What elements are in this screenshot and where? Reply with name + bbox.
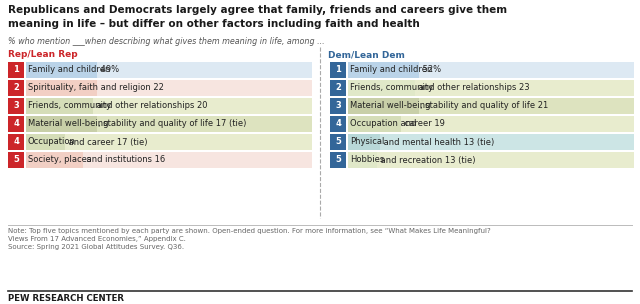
FancyBboxPatch shape [97, 62, 312, 78]
Text: 4: 4 [335, 119, 341, 129]
FancyBboxPatch shape [93, 98, 312, 114]
Text: Rep/Lean Rep: Rep/Lean Rep [8, 50, 77, 59]
FancyBboxPatch shape [8, 80, 24, 96]
Text: and recreation 13 (tie): and recreation 13 (tie) [378, 156, 475, 164]
FancyBboxPatch shape [419, 62, 634, 78]
FancyBboxPatch shape [8, 62, 24, 78]
FancyBboxPatch shape [330, 116, 346, 132]
Text: 5: 5 [13, 156, 19, 164]
Text: career 19: career 19 [402, 119, 445, 129]
FancyBboxPatch shape [8, 134, 24, 150]
Text: and mental health 13 (tie): and mental health 13 (tie) [381, 137, 494, 147]
Text: 2: 2 [335, 84, 341, 92]
FancyBboxPatch shape [348, 80, 415, 96]
Text: and institutions 16: and institutions 16 [83, 156, 164, 164]
FancyBboxPatch shape [26, 62, 97, 78]
FancyBboxPatch shape [8, 98, 24, 114]
Text: Note: Top five topics mentioned by each party are shown. Open-ended question. Fo: Note: Top five topics mentioned by each … [8, 228, 491, 250]
Text: 5: 5 [335, 137, 341, 147]
Text: 52%: 52% [419, 65, 440, 74]
Text: Material well-being: Material well-being [28, 119, 109, 129]
FancyBboxPatch shape [8, 152, 24, 168]
Text: 5: 5 [335, 156, 341, 164]
FancyBboxPatch shape [376, 152, 634, 168]
FancyBboxPatch shape [330, 62, 346, 78]
Text: 49%: 49% [97, 65, 118, 74]
Text: Friends, community: Friends, community [28, 102, 111, 110]
Text: and other relationships 23: and other relationships 23 [416, 84, 530, 92]
FancyBboxPatch shape [26, 80, 97, 96]
Text: Occupation and: Occupation and [350, 119, 417, 129]
Text: Hobbies: Hobbies [350, 156, 384, 164]
FancyBboxPatch shape [330, 80, 346, 96]
FancyBboxPatch shape [348, 116, 401, 132]
Text: 3: 3 [335, 102, 341, 110]
Text: and other relationships 20: and other relationships 20 [94, 102, 207, 110]
FancyBboxPatch shape [415, 80, 634, 96]
FancyBboxPatch shape [419, 98, 634, 114]
FancyBboxPatch shape [380, 134, 634, 150]
FancyBboxPatch shape [330, 98, 346, 114]
Text: 4: 4 [13, 137, 19, 147]
FancyBboxPatch shape [97, 80, 312, 96]
Text: 2: 2 [13, 84, 19, 92]
Text: Family and children: Family and children [350, 65, 433, 74]
Text: Friends, community: Friends, community [350, 84, 433, 92]
FancyBboxPatch shape [26, 134, 65, 150]
FancyBboxPatch shape [330, 152, 346, 168]
Text: Family and children: Family and children [28, 65, 110, 74]
Text: meaning in life – but differ on other factors including faith and health: meaning in life – but differ on other fa… [8, 19, 420, 29]
FancyBboxPatch shape [8, 116, 24, 132]
FancyBboxPatch shape [330, 134, 346, 150]
Text: Material well-being: Material well-being [350, 102, 431, 110]
FancyBboxPatch shape [26, 98, 93, 114]
Text: , stability and quality of life 17 (tie): , stability and quality of life 17 (tie) [97, 119, 246, 129]
FancyBboxPatch shape [97, 116, 312, 132]
FancyBboxPatch shape [348, 62, 419, 78]
FancyBboxPatch shape [65, 134, 312, 150]
FancyBboxPatch shape [26, 152, 83, 168]
Text: Dem/Lean Dem: Dem/Lean Dem [328, 50, 405, 59]
Text: Society, places: Society, places [28, 156, 92, 164]
Text: Republicans and Democrats largely agree that family, friends and careers give th: Republicans and Democrats largely agree … [8, 5, 507, 15]
Text: , stability and quality of life 21: , stability and quality of life 21 [419, 102, 548, 110]
Text: 4: 4 [13, 119, 19, 129]
Text: and religion 22: and religion 22 [97, 84, 163, 92]
Text: PEW RESEARCH CENTER: PEW RESEARCH CENTER [8, 294, 124, 303]
FancyBboxPatch shape [83, 152, 312, 168]
Text: Spirituality, faith: Spirituality, faith [28, 84, 98, 92]
Text: and career 17 (tie): and career 17 (tie) [66, 137, 147, 147]
FancyBboxPatch shape [348, 152, 376, 168]
Text: 1: 1 [335, 65, 341, 74]
Text: Physical: Physical [350, 137, 385, 147]
Text: Occupation: Occupation [28, 137, 76, 147]
FancyBboxPatch shape [26, 116, 97, 132]
Text: 1: 1 [13, 65, 19, 74]
FancyBboxPatch shape [401, 116, 634, 132]
Text: % who mention ___when describing what gives them meaning in life, among ...: % who mention ___when describing what gi… [8, 37, 324, 46]
FancyBboxPatch shape [348, 98, 419, 114]
Text: 3: 3 [13, 102, 19, 110]
FancyBboxPatch shape [348, 134, 380, 150]
